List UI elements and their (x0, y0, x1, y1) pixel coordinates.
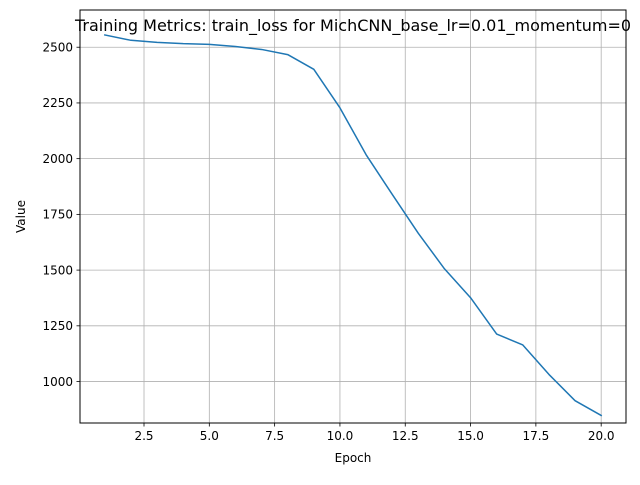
y-tick-label: 2500 (42, 41, 73, 55)
x-tick-label: 20.0 (588, 429, 615, 443)
y-tick-label: 1000 (42, 375, 73, 389)
y-tick-label: 2250 (42, 96, 73, 110)
x-tick-label: 5.0 (200, 429, 219, 443)
y-axis-label: Value (14, 200, 28, 233)
x-tick-label: 2.5 (134, 429, 153, 443)
series-line (103, 34, 603, 417)
y-tick-label: 1250 (42, 319, 73, 333)
x-tick-label: 15.0 (457, 429, 484, 443)
x-axis-ticks: 2.5 5.0 7.5 10.0 12.5 15.0 17.5 20.0 (134, 423, 615, 443)
chart-title: Training Metrics: train_loss for MichCNN… (74, 16, 631, 36)
y-tick-label: 2000 (42, 152, 73, 166)
series-layer (103, 34, 603, 417)
grid (80, 10, 626, 423)
y-tick-label: 1500 (42, 263, 73, 277)
y-tick-label: 1750 (42, 208, 73, 222)
x-tick-label: 17.5 (523, 429, 550, 443)
y-axis-ticks: 1000 1250 1500 1750 2000 2250 2500 (42, 41, 80, 389)
x-tick-label: 12.5 (392, 429, 419, 443)
x-axis-label: Epoch (335, 451, 372, 465)
x-tick-label: 10.0 (327, 429, 354, 443)
x-tick-label: 7.5 (265, 429, 284, 443)
plot-frame (79, 9, 627, 424)
